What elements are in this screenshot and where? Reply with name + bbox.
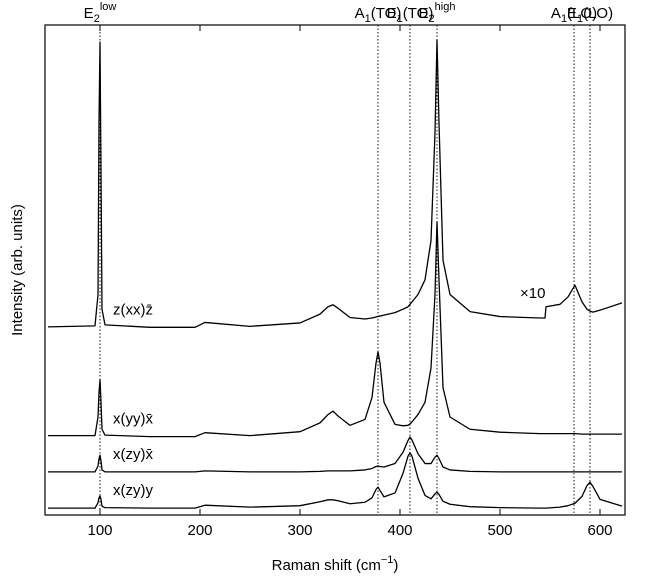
mode-label: E1(LO) [567, 5, 613, 25]
mode-suffix: (LO) [567, 5, 597, 22]
annotation: ×10 [520, 285, 545, 302]
spectrum [48, 436, 622, 473]
mode-base: E [419, 5, 429, 22]
mode-sup: high [435, 1, 456, 13]
mode-label: E2high [419, 1, 456, 25]
y-axis-label: Intensity (arb. units) [9, 204, 26, 336]
mode-label: E1(TO) [387, 5, 434, 25]
x-tick-label: 300 [287, 522, 312, 539]
x-tick-label: 500 [487, 522, 512, 539]
mode-suffix: (LO) [583, 5, 613, 22]
mode-base: E [84, 5, 94, 22]
mode-sub: 2 [429, 13, 435, 25]
x-axis-label: Raman shift (cm−1) [272, 554, 399, 574]
mode-base: E [387, 5, 397, 22]
spectrum [47, 39, 623, 328]
mode-label: A1(LO) [551, 5, 597, 25]
mode-sub: 1 [397, 13, 403, 25]
x-label-sup: −1 [381, 554, 394, 566]
x-tick-label: 100 [87, 522, 112, 539]
plot-frame [44, 24, 626, 516]
spectrum [48, 221, 622, 438]
mode-suffix: (TO) [403, 5, 434, 22]
mode-base: A [551, 5, 561, 22]
mode-sub: 2 [94, 13, 100, 25]
mode-sub: 1 [561, 13, 567, 25]
series-label: z(xx)z̄ [113, 301, 153, 318]
x-label-text: Raman shift (cm [272, 557, 381, 574]
x-tick-label: 400 [387, 522, 412, 539]
x-tick-label: 200 [187, 522, 212, 539]
mode-base: E [567, 5, 577, 22]
mode-suffix: (TO) [371, 5, 402, 22]
series-label: x(zy)x̄ [113, 446, 153, 463]
mode-label: A1(TO) [355, 5, 402, 25]
mode-label: E2low [84, 1, 117, 25]
x-label-suffix: ) [393, 557, 398, 574]
mode-sup: low [100, 1, 117, 13]
mode-sub: 1 [577, 13, 583, 25]
series-label: x(yy)x̄ [113, 411, 153, 428]
mode-base: A [355, 5, 365, 22]
x-tick-label: 600 [587, 522, 612, 539]
mode-sub: 1 [365, 13, 371, 25]
spectrum [48, 452, 623, 509]
series-label: x(zy)y [113, 482, 153, 499]
